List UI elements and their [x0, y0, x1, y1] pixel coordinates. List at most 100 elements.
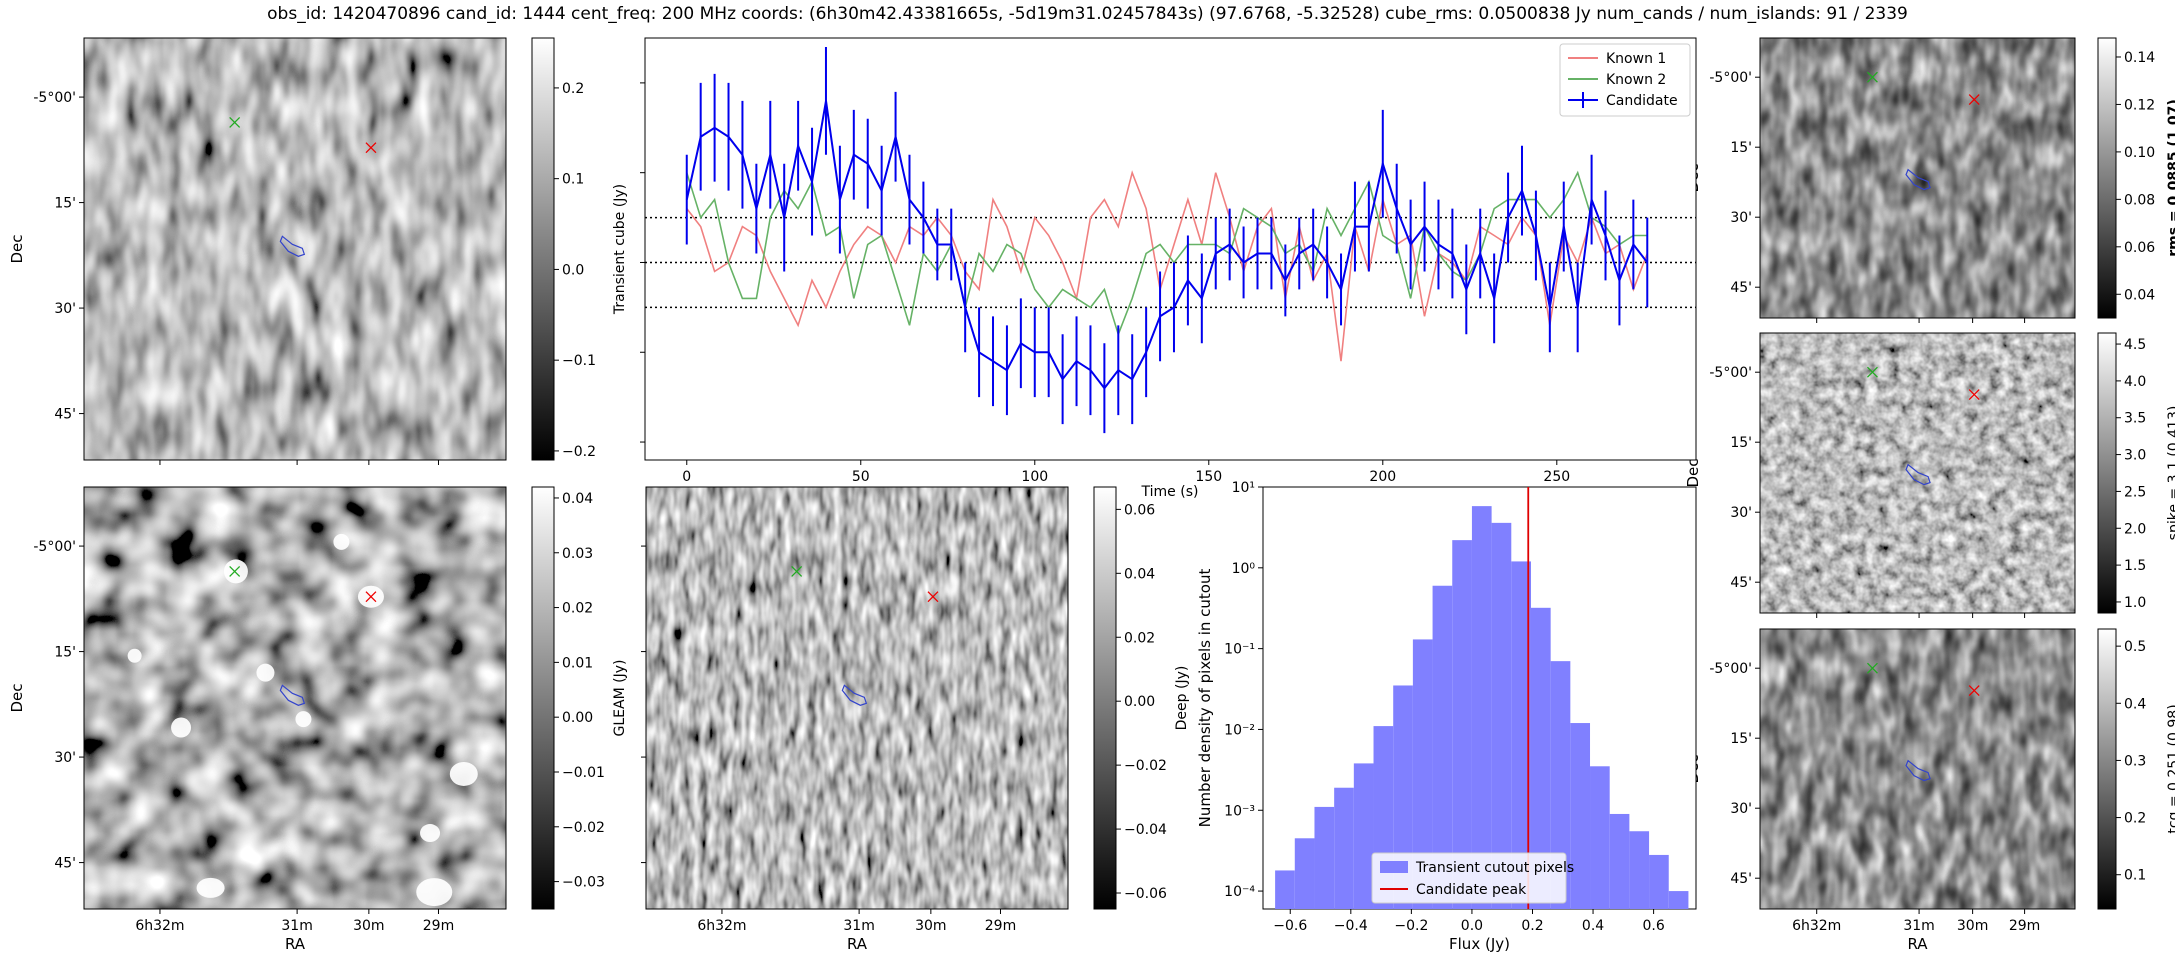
known-source-marker: [1866, 366, 1878, 378]
dec-tick-label: 45': [54, 407, 76, 423]
legend-swatch: [1380, 861, 1408, 873]
colorbar-label: Deep (Jy): [1174, 666, 1190, 731]
ra-tick-label: 29m: [2009, 918, 2040, 934]
image-noise: [1760, 38, 2075, 318]
dec-tick-label: 30': [54, 750, 76, 766]
candidate-island-outline: [279, 684, 306, 706]
dec-tick-label: -5°00': [33, 539, 76, 555]
y-tick-label: 10⁰: [1232, 561, 1256, 577]
rms-image: -5°00'15'30'45'Dec: [1684, 37, 2076, 323]
histogram-bar: [1649, 854, 1669, 909]
x-tick-label: 250: [1543, 469, 1570, 485]
dec-tick-label: 45': [54, 856, 76, 872]
candidate-island-outline: [841, 684, 868, 706]
bright-source: [449, 761, 478, 786]
known-source-marker: [791, 565, 803, 577]
colorbar-gradient: [2097, 332, 2117, 614]
candidate-island-outline: [1905, 168, 1931, 191]
bright-source: [256, 663, 275, 682]
colorbar-tick-label: 0.04: [562, 491, 593, 507]
legend-entry: Candidate peak: [1416, 882, 1527, 898]
colorbar-tick-label: 0.01: [562, 655, 593, 671]
tcg-colorbar: 0.5 0.4 0.3 0.2 0.1 tcg = 0.251 (0.98): [2097, 628, 2175, 910]
legend-entry: Transient cutout pixels: [1415, 860, 1574, 876]
histogram-bar: [1353, 763, 1374, 909]
colorbar-label: tcg = 0.251 (0.98): [2166, 704, 2175, 833]
colorbar-tick-label: 2.5: [2124, 484, 2146, 500]
ra-tick-label: 6h32m: [135, 918, 184, 934]
colorbar-tick-label: 0.06: [2124, 240, 2155, 256]
histogram-bar: [1294, 838, 1315, 909]
dec-tick-label: 30': [1730, 210, 1752, 226]
ra-tick-label: 29m: [985, 918, 1016, 934]
candidate-island-outline: [1905, 759, 1931, 782]
colorbar-gradient: [2097, 37, 2117, 319]
y-tick-label: 10⁻⁴: [1224, 884, 1255, 900]
colorbar-tick-label: 1.5: [2124, 558, 2146, 574]
x-tick-label: 0: [682, 469, 691, 485]
colorbar-tick-label: 4.0: [2124, 374, 2146, 390]
x-tick-label: −0.2: [1394, 918, 1428, 934]
image-noise: [84, 487, 506, 909]
dec-axis-label: Dec: [1684, 458, 1702, 487]
colorbar-tick-label: −0.01: [562, 765, 605, 781]
colorbar-tick-label: 0.06: [1124, 502, 1155, 518]
ra-tick-label: 30m: [353, 918, 384, 934]
colorbar-tick-label: 1.0: [2124, 595, 2146, 611]
x-axis-label: Time (s): [1141, 484, 1199, 500]
candidate-island-outline: [279, 235, 306, 257]
bright-source: [196, 877, 225, 898]
series-line-candidate: [685, 100, 1649, 390]
ra-tick-label: 31m: [281, 918, 312, 934]
colorbar-tick-label: 0.02: [1124, 630, 1155, 646]
x-tick-label: 0.6: [1642, 918, 1664, 934]
spike-image: -5°00' 15' 30' 45' Dec: [1684, 332, 2076, 618]
colorbar-tick-label: 0.2: [2124, 811, 2146, 827]
candidate-marker: [927, 591, 939, 603]
bright-source: [223, 559, 248, 584]
x-tick-label: 0.2: [1521, 918, 1543, 934]
colorbar-tick-label: 0.2: [562, 81, 584, 97]
colorbar-tick-label: 0.4: [2124, 696, 2146, 712]
legend-box: [1371, 852, 1567, 904]
colorbar-tick-label: −0.04: [1124, 822, 1167, 838]
image-noise: [1760, 333, 2075, 613]
colorbar-tick-label: 0.3: [2124, 753, 2146, 769]
colorbar-tick-label: 2.0: [2124, 521, 2146, 537]
histogram-bar: [1511, 561, 1531, 909]
colorbar-gradient: [2097, 628, 2117, 910]
colorbar-tick-label: 0.14: [2124, 50, 2155, 66]
x-tick-label: 100: [1021, 469, 1048, 485]
y-tick-label: 10⁻³: [1224, 803, 1255, 819]
dec-tick-label: -5°00': [1709, 365, 1752, 381]
axes-frame: [83, 486, 507, 910]
colorbar-tick-label: 0.04: [1124, 566, 1155, 582]
light-curve-legend: Known 1 Known 2 Candidate: [1559, 43, 1691, 117]
ra-tick-label: 6h32m: [1792, 918, 1841, 934]
ra-tick-label: 29m: [423, 918, 454, 934]
ra-tick-label: 6h32m: [697, 918, 746, 934]
colorbar-tick-label: −0.03: [562, 875, 605, 891]
dec-axis-label: Dec: [8, 683, 26, 712]
histogram-bar: [1275, 870, 1295, 909]
colorbar-tick-label: 0.10: [2124, 145, 2155, 161]
histogram-bar: [1590, 766, 1610, 909]
dec-tick-label: -5°00': [1709, 661, 1752, 677]
known-source-marker: [229, 116, 241, 128]
dec-tick-label: 45': [1730, 280, 1752, 296]
series-line-known2: [686, 170, 1648, 337]
colorbar-gradient: [531, 37, 555, 461]
histogram-bar: [1668, 891, 1689, 909]
x-tick-label: 200: [1369, 469, 1396, 485]
ra-tick-label: 31m: [1903, 918, 1934, 934]
colorbar-tick-label: −0.02: [1124, 758, 1167, 774]
histogram-bar: [1629, 831, 1650, 909]
candidate-island-outline: [1905, 463, 1931, 486]
x-tick-label: 50: [852, 469, 870, 485]
histogram-legend: Transient cutout pixels Candidate peak: [1371, 852, 1574, 904]
colorbar-tick-label: 0.04: [2124, 287, 2155, 303]
axes-frame: [1759, 628, 2076, 910]
y-tick-label: 10¹: [1232, 480, 1255, 496]
ra-axis-label: RA: [1907, 935, 1928, 953]
transient-colorbar: 0.2 0.1 0.0 −0.1 −0.2 Transient cube (Jy): [531, 37, 628, 461]
